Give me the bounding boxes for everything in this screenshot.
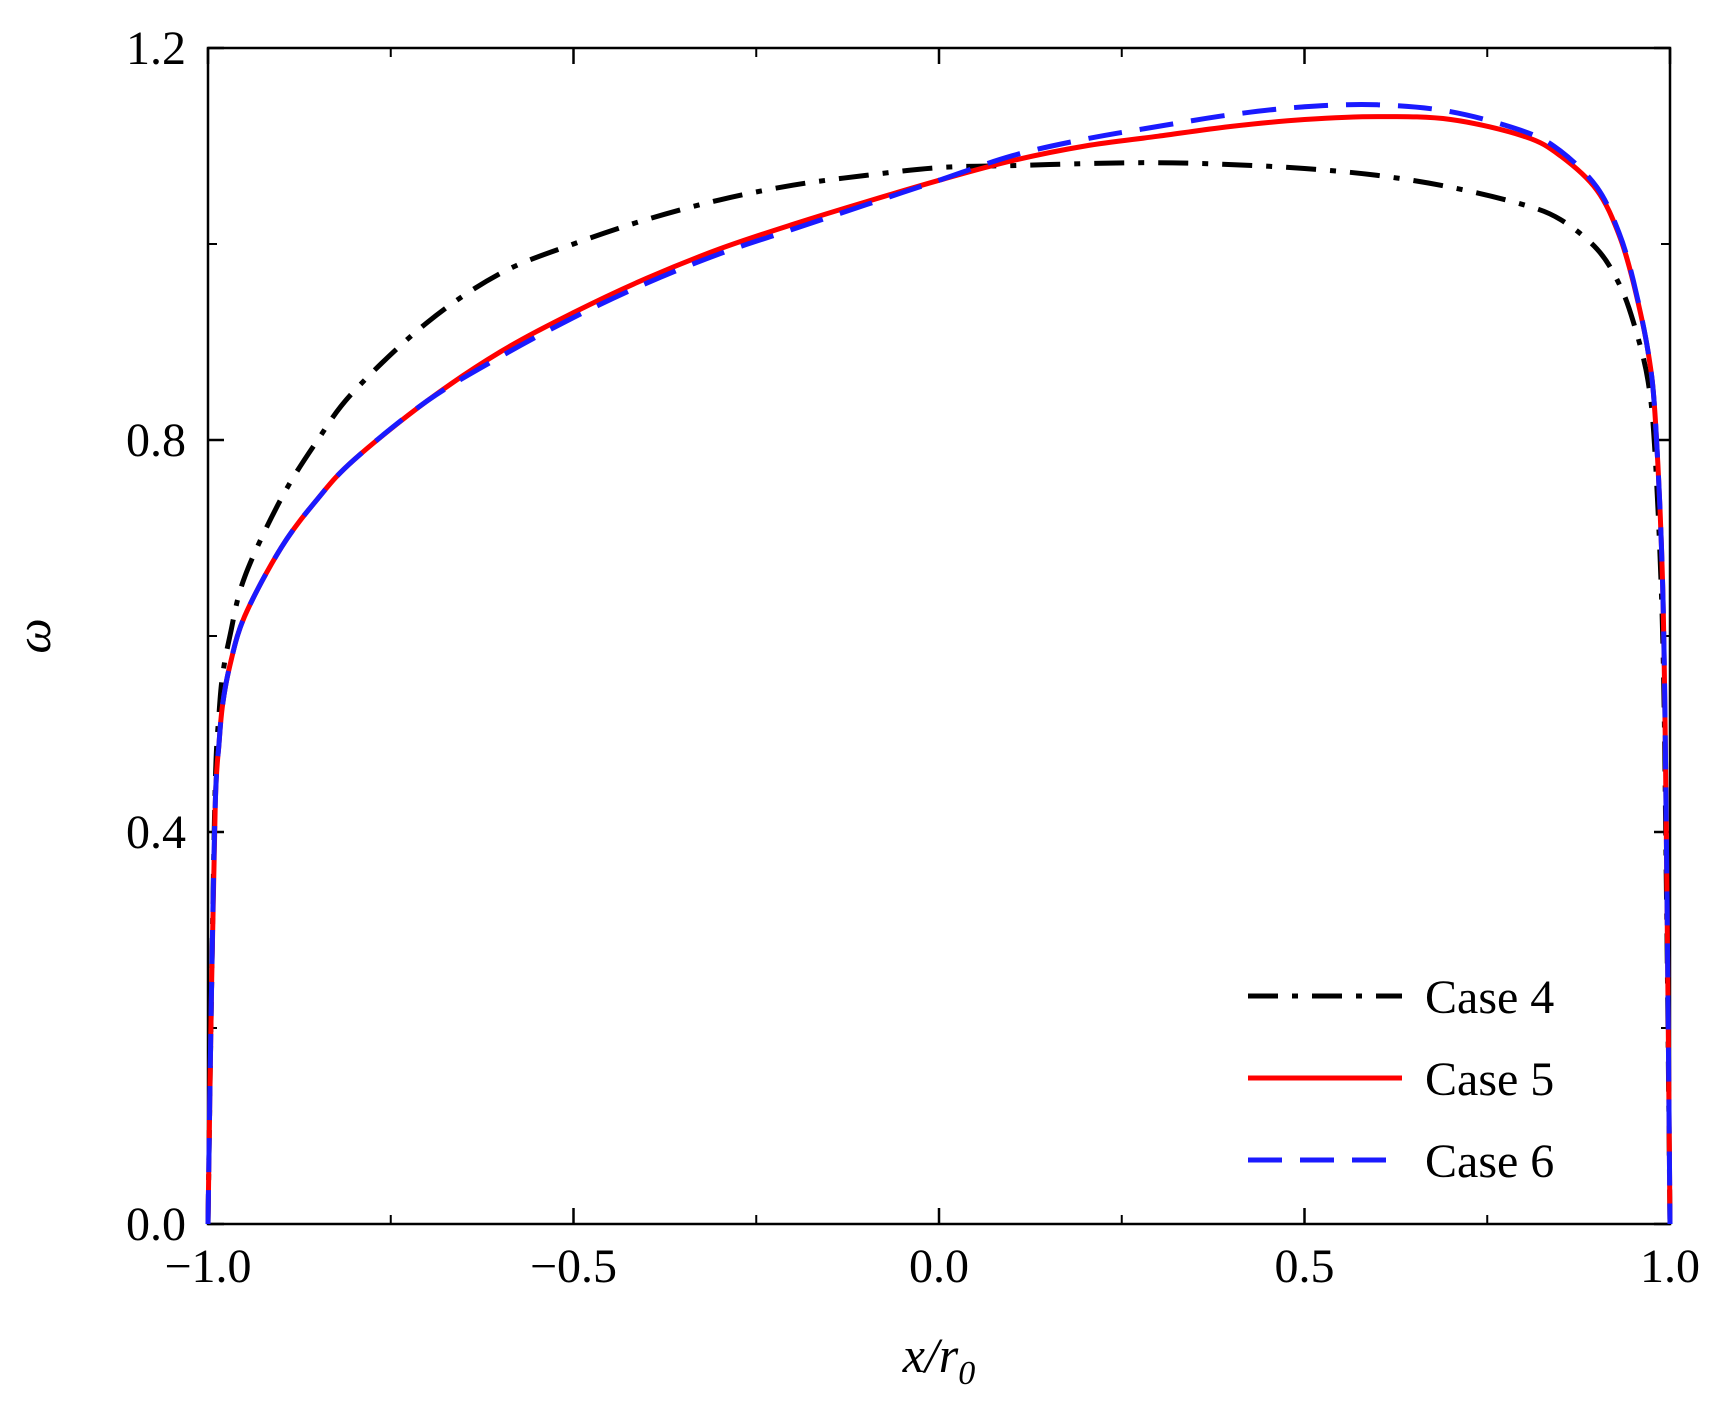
y-tick-label: 0.8 [126, 414, 186, 467]
series-lines [205, 102, 1673, 1225]
x-tick-label: 1.0 [1640, 1240, 1700, 1293]
plot-frame [206, 46, 1672, 1226]
legend: Case 4 Case 5 Case 6 [1248, 971, 1554, 1188]
legend-label: Case 6 [1425, 1135, 1554, 1188]
x-tick-label: −1.0 [164, 1240, 251, 1293]
series-line-case-6 [205, 102, 1673, 1225]
legend-label: Case 5 [1425, 1053, 1554, 1106]
x-tick-label: 0.0 [909, 1240, 969, 1293]
x-axis-title-subscript: 0 [958, 1355, 975, 1392]
y-axis-title: ω [5, 618, 61, 653]
x-tick-label: −0.5 [530, 1240, 617, 1293]
axis-tick-labels: −1.0 −0.5 0.0 0.5 1.0 0.0 0.4 0.8 1.2 [126, 22, 1700, 1293]
y-tick-label: 0.4 [126, 806, 186, 859]
y-tick-label: 1.2 [126, 22, 186, 75]
x-axis-title: x/r0 [902, 1327, 976, 1392]
x-axis-title-main: x/r [902, 1327, 959, 1383]
axis-ticks [206, 46, 1672, 1226]
y-tick-label: 0.0 [126, 1198, 186, 1251]
x-tick-label: 0.5 [1275, 1240, 1335, 1293]
series-line-case-4 [205, 160, 1673, 1225]
legend-label: Case 4 [1425, 971, 1554, 1024]
